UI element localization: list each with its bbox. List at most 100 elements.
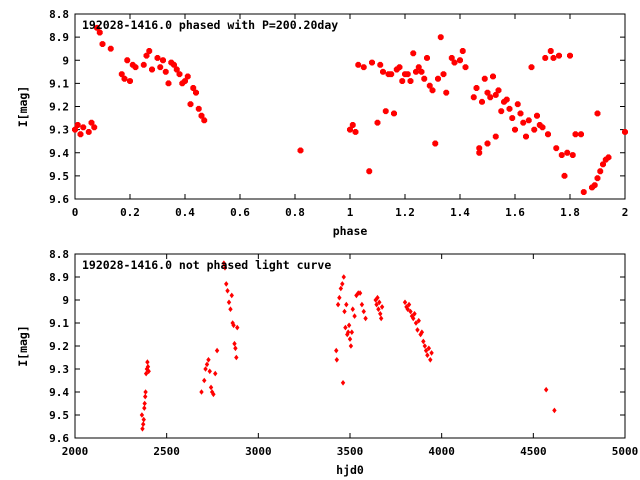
- phased-data-point: [184, 73, 191, 80]
- y-tick-label: 9.6: [49, 432, 69, 445]
- phased-plot-frame: [74, 13, 626, 200]
- unphased-data-point: [352, 313, 357, 319]
- unphased-data-point: [341, 274, 346, 280]
- unphased-data-point: [141, 421, 146, 427]
- phased-data-point: [349, 122, 356, 128]
- phased-data-point: [426, 82, 433, 89]
- unphased-data-point: [340, 281, 345, 287]
- unphased-data-point: [146, 368, 151, 375]
- unphased-data-point: [221, 260, 227, 266]
- phased-data-point: [72, 126, 78, 133]
- phased-data-point: [567, 52, 573, 59]
- unphased-data-point: [344, 301, 349, 308]
- phased-data-point: [415, 64, 422, 71]
- unphased-data-point: [140, 426, 145, 432]
- unphased-data-point: [232, 340, 237, 347]
- phased-data-point: [622, 129, 628, 135]
- unphased-data-point: [425, 352, 430, 358]
- phased-data-point: [564, 149, 571, 156]
- y-tick-label: 9.5: [49, 170, 69, 183]
- phased-data-point: [380, 68, 386, 75]
- phased-data-point: [490, 73, 496, 80]
- phased-data-point: [503, 96, 510, 103]
- y-tick-label: 8.9: [49, 271, 69, 284]
- x-tick-label: 1: [347, 206, 354, 219]
- unphased-data-point: [337, 294, 342, 301]
- x-tick-label: 0: [72, 206, 79, 219]
- phased-data-point: [534, 112, 540, 119]
- x-tick-label: 0.4: [175, 206, 195, 219]
- unphased-data-point: [203, 366, 208, 372]
- phased-data-point: [176, 71, 183, 78]
- phased-data-point: [594, 110, 601, 117]
- phased-data-point: [569, 152, 576, 158]
- phased-data-point: [366, 168, 373, 175]
- phased-data-point: [459, 48, 466, 54]
- phased-data-point: [421, 75, 428, 82]
- x-tick-label: 1.8: [560, 206, 580, 219]
- unphased-data-point: [343, 324, 348, 331]
- unphased-data-point: [338, 285, 344, 292]
- phased-data-point: [556, 52, 562, 59]
- phased-chart-title: 192028-1416.0 phased with P=200.20day: [82, 18, 338, 32]
- y-tick-label: 9.3: [49, 363, 69, 376]
- phased-data-point: [146, 48, 153, 54]
- unphased-data-point: [142, 400, 147, 407]
- phased-data-point: [88, 119, 95, 126]
- x-tick-label: 1.6: [505, 206, 525, 219]
- x-tick-label: 2500: [153, 445, 180, 458]
- x-tick-label: 4000: [428, 445, 455, 458]
- unphased-data-point: [421, 338, 426, 345]
- phased-data-point: [545, 131, 551, 138]
- phased-data-point: [297, 147, 304, 154]
- unphased-data-point: [143, 389, 148, 395]
- unphased-data-point: [208, 384, 214, 391]
- unphased-data-point: [422, 343, 427, 349]
- phased-data-point: [528, 64, 535, 71]
- phased-data-point: [523, 133, 529, 140]
- unphased-data-point: [213, 370, 218, 377]
- unphased-data-point: [229, 292, 234, 299]
- phased-data-point: [484, 140, 491, 147]
- phased-data-point: [127, 78, 133, 84]
- unphased-data-point: [350, 306, 355, 312]
- phased-data-point: [140, 61, 147, 68]
- unphased-data-point: [234, 354, 239, 361]
- phased-data-point: [190, 85, 197, 91]
- phased-data-point: [171, 61, 177, 68]
- phased-data-point: [80, 124, 87, 131]
- unphased-data-point: [379, 304, 385, 310]
- unphased-data-point: [143, 393, 148, 400]
- unphased-data-point: [419, 329, 425, 335]
- unphased-data-point: [415, 327, 420, 333]
- phased-data-point: [561, 172, 568, 179]
- phased-data-point: [473, 85, 480, 91]
- unphased-chart-title: 192028-1416.0 not phased light curve: [82, 258, 331, 272]
- phased-data-point: [580, 189, 587, 195]
- phased-data-point: [187, 101, 194, 108]
- phased-data-point: [404, 71, 411, 78]
- unphased-data-point: [228, 306, 233, 312]
- phased-data-point: [517, 110, 524, 117]
- unphased-data-point: [141, 416, 146, 423]
- unphased-points: [139, 260, 557, 432]
- unphased-data-point: [207, 368, 212, 375]
- phased-data-point: [479, 98, 485, 105]
- phased-data-point: [193, 89, 199, 96]
- unphased-data-point: [349, 329, 355, 335]
- y-tick-label: 9.6: [49, 193, 69, 206]
- phased-data-point: [495, 87, 502, 94]
- unphased-data-point: [378, 315, 384, 322]
- y-tick-label: 9.1: [49, 77, 69, 90]
- unphased-data-point: [235, 324, 240, 331]
- phased-data-point: [124, 57, 131, 64]
- phased-data-point: [492, 92, 499, 98]
- phased-data-point: [410, 50, 417, 57]
- phased-data-point: [443, 89, 450, 96]
- unphased-data-point: [408, 308, 413, 315]
- unphased-data-point: [143, 370, 149, 377]
- unphased-data-point: [145, 359, 150, 365]
- unphased-data-point: [411, 315, 416, 322]
- unphased-data-point: [412, 311, 417, 317]
- phased-data-point: [605, 154, 612, 161]
